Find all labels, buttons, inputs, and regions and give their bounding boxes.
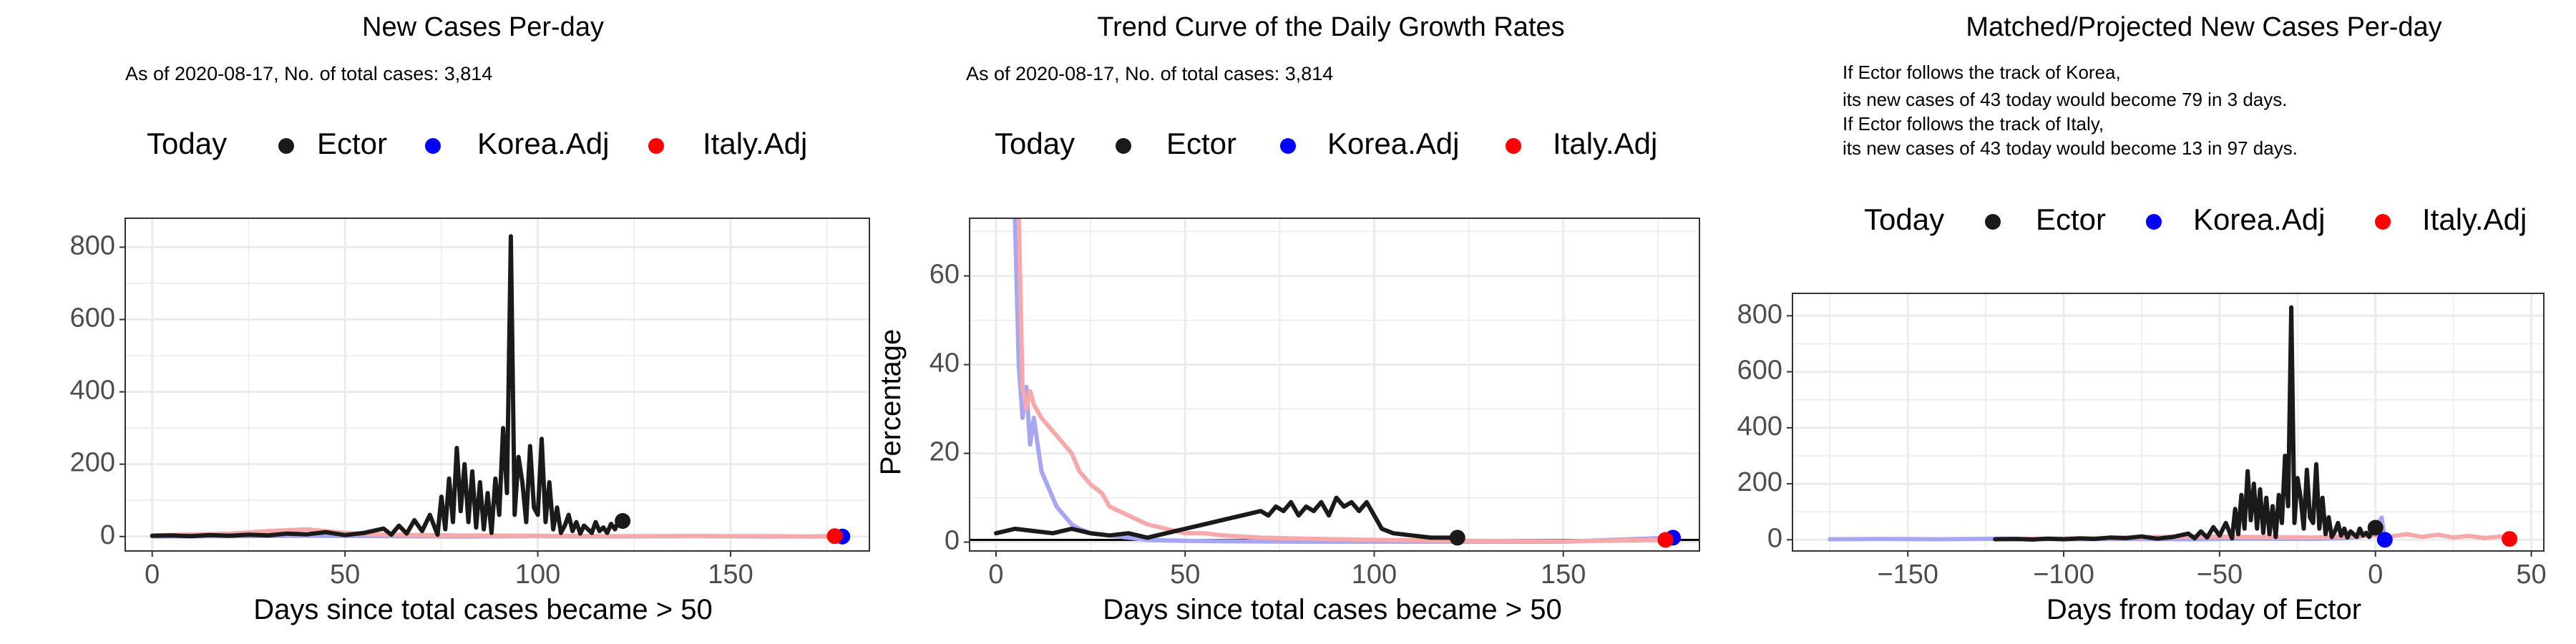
y-tick-label: 600 bbox=[1737, 356, 1782, 386]
x-tick-label: −100 bbox=[2033, 560, 2094, 590]
x-tick-label: 0 bbox=[988, 560, 1003, 590]
y-tick-label: 0 bbox=[100, 520, 115, 550]
legend: Today Ector Korea.Adj Italy.Adj bbox=[1864, 203, 2527, 236]
plot-border bbox=[969, 218, 1700, 552]
x-tick-label: 0 bbox=[145, 560, 160, 590]
legend-label-ector: Ector bbox=[1166, 127, 1236, 160]
projection-note-3: If Ector follows the track of Italy, bbox=[1843, 113, 2104, 135]
legend-label-italy: Italy.Adj bbox=[1553, 127, 1657, 160]
plot-area: 0 50 100 150 0 200 400 600 800 bbox=[70, 218, 870, 590]
x-tick-label: 50 bbox=[330, 560, 360, 590]
y-tick-label: 0 bbox=[945, 526, 960, 556]
panel-growth-rates: Trend Curve of the Daily Growth Rates As… bbox=[875, 12, 1700, 625]
x-axis-label: Days from today of Ector bbox=[2046, 594, 2361, 625]
legend-swatch-italy bbox=[648, 138, 664, 154]
series-line-italy bbox=[1016, 218, 1668, 544]
today-point-korea bbox=[2376, 532, 2393, 548]
panel-title: Trend Curve of the Daily Growth Rates bbox=[1097, 12, 1564, 42]
panel-subtitle: As of 2020-08-17, No. of total cases: 3,… bbox=[966, 63, 1333, 84]
legend: Today Ector Korea.Adj Italy.Adj bbox=[995, 127, 1657, 160]
projection-note-1: If Ector follows the track of Korea, bbox=[1843, 62, 2121, 83]
legend: Today Ector Korea.Adj Italy.Adj bbox=[147, 127, 807, 160]
projection-note-4: its new cases of 43 today would become 1… bbox=[1843, 137, 2298, 159]
y-tick-label: 20 bbox=[930, 437, 960, 467]
legend-title: Today bbox=[995, 127, 1075, 160]
x-tick-label: 50 bbox=[2516, 560, 2546, 590]
legend-swatch-ector bbox=[1116, 138, 1131, 154]
y-tick-label: 800 bbox=[1737, 299, 1782, 329]
series-line-ector bbox=[150, 234, 625, 539]
panel-subtitle: As of 2020-08-17, No. of total cases: 3,… bbox=[125, 63, 492, 84]
panel-matched-projected: Matched/Projected New Cases Per-day If E… bbox=[1737, 12, 2547, 625]
legend-swatch-korea bbox=[1280, 138, 1296, 154]
plot-area: −150 −100 −50 0 50 0 200 400 600 800 bbox=[1737, 293, 2547, 590]
x-tick-label: 50 bbox=[1170, 560, 1200, 590]
y-tick-label: 800 bbox=[70, 230, 115, 260]
legend-swatch-korea bbox=[425, 138, 441, 154]
legend-swatch-ector bbox=[1985, 214, 2001, 230]
plot-border bbox=[1792, 293, 2545, 552]
series-line-korea bbox=[1013, 218, 1675, 544]
x-tick-label: −50 bbox=[2197, 560, 2243, 590]
x-tick-label: 100 bbox=[515, 560, 560, 590]
x-tick-label: 150 bbox=[1541, 560, 1586, 590]
today-point-italy bbox=[1657, 532, 1674, 548]
series-line-ector bbox=[994, 495, 1460, 540]
today-point-italy bbox=[826, 528, 843, 545]
legend-label-ector: Ector bbox=[2036, 203, 2106, 236]
x-axis-label: Days since total cases became > 50 bbox=[253, 594, 712, 625]
plot-border bbox=[125, 218, 870, 552]
y-tick-label: 200 bbox=[1737, 467, 1782, 497]
y-tick-label: 400 bbox=[1737, 411, 1782, 441]
y-tick-label: 200 bbox=[70, 448, 115, 478]
projection-note-2: its new cases of 43 today would become 7… bbox=[1843, 89, 2287, 110]
series-line-ector bbox=[1993, 305, 2378, 542]
legend-label-korea: Korea.Adj bbox=[2193, 203, 2325, 236]
x-tick-label: 100 bbox=[1352, 560, 1397, 590]
panel-new-cases: New Cases Per-day As of 2020-08-17, No. … bbox=[70, 12, 870, 625]
y-axis-label: Percentage bbox=[875, 329, 907, 476]
legend-swatch-italy bbox=[1506, 138, 1521, 154]
y-tick-label: 0 bbox=[1767, 523, 1782, 553]
legend-swatch-italy bbox=[2375, 214, 2391, 230]
x-tick-label: −150 bbox=[1877, 560, 1938, 590]
legend-title: Today bbox=[147, 127, 227, 160]
today-point-italy bbox=[2502, 531, 2518, 547]
legend-title: Today bbox=[1864, 203, 1944, 236]
y-tick-label: 60 bbox=[930, 260, 960, 290]
x-axis-label: Days since total cases became > 50 bbox=[1103, 594, 1561, 625]
legend-label-korea: Korea.Adj bbox=[477, 127, 609, 160]
legend-swatch-ector bbox=[278, 138, 294, 154]
x-tick-label: 0 bbox=[2368, 560, 2383, 590]
legend-swatch-korea bbox=[2146, 214, 2162, 230]
legend-label-italy: Italy.Adj bbox=[2422, 203, 2527, 236]
today-point-ector bbox=[2367, 519, 2384, 536]
today-point-ector bbox=[615, 513, 631, 530]
legend-label-italy: Italy.Adj bbox=[703, 127, 807, 160]
y-tick-label: 600 bbox=[70, 303, 115, 333]
x-tick-label: 150 bbox=[708, 560, 753, 590]
series-line-italy bbox=[150, 527, 837, 539]
panel-title: New Cases Per-day bbox=[362, 12, 604, 42]
panel-title: Matched/Projected New Cases Per-day bbox=[1966, 12, 2441, 42]
y-tick-label: 400 bbox=[70, 376, 115, 406]
plot-area: 0 50 100 150 0 20 40 60 bbox=[930, 218, 1700, 590]
today-point-ector bbox=[1449, 530, 1465, 546]
y-tick-label: 40 bbox=[930, 348, 960, 379]
legend-label-ector: Ector bbox=[317, 127, 387, 160]
legend-label-korea: Korea.Adj bbox=[1327, 127, 1459, 160]
